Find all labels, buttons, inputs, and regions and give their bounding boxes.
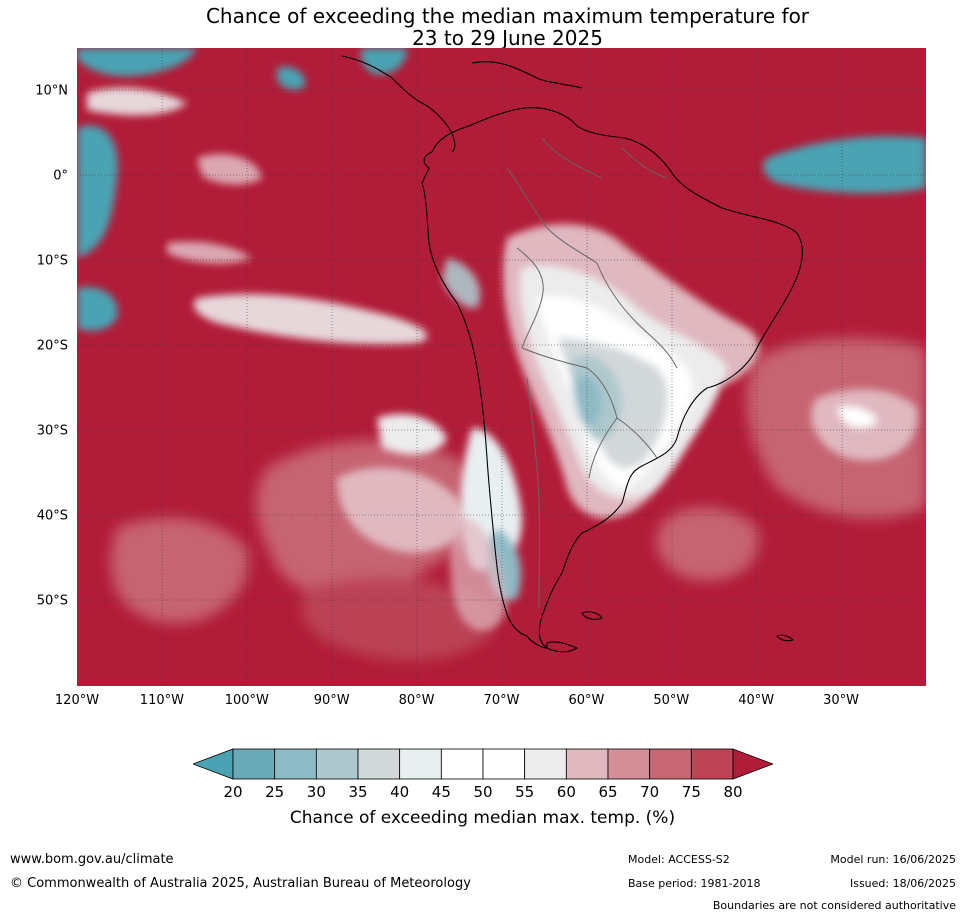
- continental-low-probability: [450, 224, 760, 631]
- colorbar-tick-label: 40: [390, 783, 410, 801]
- colorbar-swatch: [440, 748, 484, 780]
- neutral-probability-zones: [337, 389, 918, 553]
- longitude-label: 30°W: [823, 693, 860, 708]
- colorbar-swatch: [482, 748, 526, 780]
- colorbar-tick-label: 30: [306, 783, 326, 801]
- probability-map: [77, 48, 926, 686]
- colorbar-swatches: [232, 748, 734, 780]
- longitude-label: 90°W: [313, 693, 350, 708]
- colorbar-tick-label: 55: [515, 783, 535, 801]
- colorbar-tick-label: 25: [265, 783, 285, 801]
- colorbar-tick-label: 60: [556, 783, 576, 801]
- colorbar: [191, 748, 775, 780]
- colorbar-tick-label: 65: [598, 783, 618, 801]
- longitude-label: 100°W: [224, 693, 269, 708]
- longitude-label: 120°W: [54, 693, 100, 708]
- tierra-del-fuego: [546, 641, 578, 653]
- colorbar-tick-label: 70: [640, 783, 660, 801]
- latitude-label: 10°N: [35, 83, 68, 99]
- longitude-label: 50°W: [653, 693, 690, 708]
- base-period: Base period: 1981-2018: [628, 877, 761, 890]
- colorbar-tick-label: 75: [681, 783, 701, 801]
- central-america-coastline: [341, 55, 456, 153]
- colorbar-swatch: [565, 748, 609, 780]
- latitude-label: 20°S: [36, 338, 68, 354]
- near-median-ocean-streaks: [87, 87, 481, 345]
- colorbar-swatch: [274, 748, 317, 780]
- latitude-label: 0°: [53, 168, 68, 184]
- longitude-label: 80°W: [398, 693, 435, 708]
- graticule: [77, 48, 926, 686]
- colorbar-swatch: [607, 748, 651, 780]
- colorbar-tick-label: 80: [723, 783, 743, 801]
- map-title-line2: 23 to 29 June 2025: [412, 26, 603, 50]
- colorbar-swatch: [649, 748, 692, 780]
- issued-date: Issued: 18/06/2025: [849, 877, 956, 890]
- colorbar-tick-label: 45: [431, 783, 451, 801]
- longitude-label: 40°W: [738, 693, 775, 708]
- map-title-line1: Chance of exceeding the median maximum t…: [205, 4, 810, 28]
- model-run-date: Model run: 16/06/2025: [830, 853, 956, 866]
- below-median-ocean-zones: [77, 48, 926, 331]
- copyright-notice: © Commonwealth of Australia 2025, Austra…: [10, 876, 471, 891]
- colorbar-swatch: [690, 748, 734, 780]
- boundary-disclaimer: Boundaries are not considered authoritat…: [712, 899, 956, 912]
- model-name: Model: ACCESS-S2: [628, 853, 730, 866]
- colorbar-label: Chance of exceeding median max. temp. (%…: [289, 808, 676, 828]
- latitude-label: 40°S: [36, 508, 68, 524]
- colorbar-tick-label: 35: [348, 783, 368, 801]
- colorbar-tick-label: 20: [223, 783, 243, 801]
- coastlines: [341, 55, 803, 653]
- longitude-label: 60°W: [568, 693, 605, 708]
- colorbar-swatch: [232, 748, 276, 780]
- longitude-label: 70°W: [483, 693, 520, 708]
- colorbar-swatch: [524, 748, 567, 780]
- latitude-label: 50°S: [36, 593, 68, 609]
- colorbar-swatch: [315, 748, 359, 780]
- falkland-islands: [581, 611, 603, 620]
- colorbar-below-triangle: [191, 748, 234, 780]
- colorbar-swatch: [357, 748, 401, 780]
- longitude-label: 110°W: [139, 693, 184, 708]
- colorbar-tick-label: 50: [473, 783, 493, 801]
- south-america-coastline: [421, 107, 803, 649]
- country-borders: [506, 137, 678, 609]
- south-georgia: [776, 634, 794, 642]
- latitude-label: 30°S: [36, 423, 68, 439]
- website-url[interactable]: www.bom.gov.au/climate: [10, 852, 174, 867]
- latitude-label: 10°S: [36, 253, 68, 269]
- caribbean-coastline: [471, 61, 583, 89]
- colorbar-above-triangle: [732, 748, 775, 780]
- colorbar-swatch: [399, 748, 442, 780]
